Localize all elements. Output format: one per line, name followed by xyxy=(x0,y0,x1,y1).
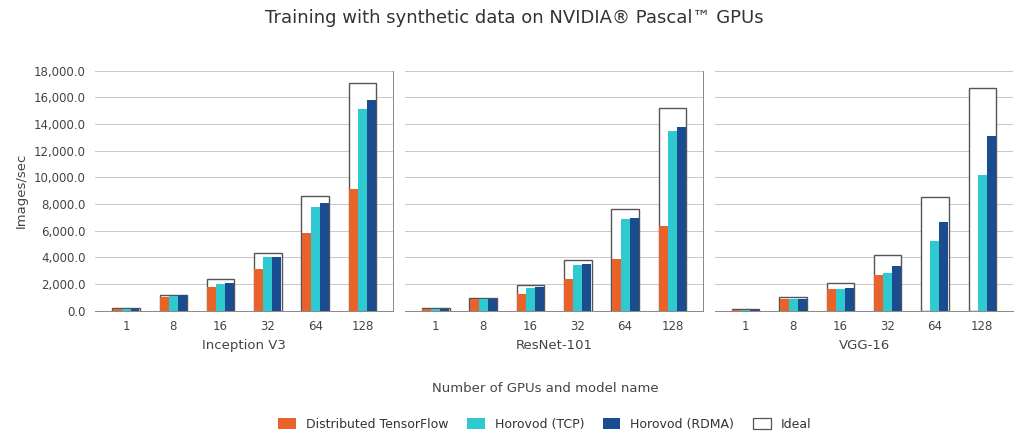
Bar xyxy=(517,285,544,311)
Bar xyxy=(178,295,187,311)
Bar xyxy=(676,127,686,311)
Bar xyxy=(207,278,234,311)
Bar xyxy=(779,297,807,311)
Bar xyxy=(845,288,854,311)
Bar xyxy=(874,274,883,311)
Bar xyxy=(574,265,582,311)
Bar xyxy=(470,298,497,311)
Bar xyxy=(659,108,686,311)
Bar xyxy=(968,88,996,311)
Bar xyxy=(423,308,449,311)
Bar xyxy=(741,310,750,311)
Bar xyxy=(320,203,329,311)
Bar xyxy=(310,206,320,311)
Bar xyxy=(131,309,140,311)
Bar xyxy=(432,309,440,311)
Bar xyxy=(526,288,535,311)
Bar xyxy=(612,210,638,311)
Legend: Distributed TensorFlow, Horovod (TCP), Horovod (RDMA), Ideal: Distributed TensorFlow, Horovod (TCP), H… xyxy=(273,413,816,436)
Bar xyxy=(883,273,892,311)
Bar xyxy=(263,257,272,311)
Bar xyxy=(921,197,949,311)
Bar xyxy=(121,309,131,311)
Bar xyxy=(779,299,788,311)
Y-axis label: Images/sec: Images/sec xyxy=(15,153,28,229)
Bar xyxy=(668,131,676,311)
Text: Number of GPUs and model name: Number of GPUs and model name xyxy=(432,382,658,396)
Bar xyxy=(254,269,263,311)
Text: Training with synthetic data on NVIDIA® Pascal™ GPUs: Training with synthetic data on NVIDIA® … xyxy=(264,9,764,27)
Bar xyxy=(535,287,544,311)
Bar xyxy=(892,266,902,311)
Bar xyxy=(940,222,949,311)
Bar xyxy=(564,278,574,311)
Bar xyxy=(216,284,225,311)
Bar xyxy=(470,299,479,311)
Bar xyxy=(487,299,497,311)
Bar xyxy=(750,310,760,311)
Bar xyxy=(112,308,140,311)
Bar xyxy=(629,218,638,311)
Bar xyxy=(358,109,367,311)
Bar xyxy=(112,309,121,311)
Bar xyxy=(207,287,216,311)
Bar xyxy=(659,226,668,311)
Bar xyxy=(517,294,526,311)
Bar xyxy=(827,289,836,311)
Bar xyxy=(582,264,591,311)
Bar xyxy=(367,100,376,311)
Bar xyxy=(836,289,845,311)
X-axis label: VGG-16: VGG-16 xyxy=(839,339,889,352)
Bar xyxy=(987,136,996,311)
Bar xyxy=(159,294,187,311)
Bar xyxy=(440,309,449,311)
Bar xyxy=(930,241,940,311)
Bar xyxy=(612,259,621,311)
Bar xyxy=(272,257,282,311)
Bar xyxy=(225,282,234,311)
Bar xyxy=(788,299,798,311)
Bar xyxy=(732,309,760,311)
Bar xyxy=(350,189,358,311)
Bar xyxy=(302,233,310,311)
Bar xyxy=(348,83,376,311)
Bar xyxy=(254,253,282,311)
Bar xyxy=(479,299,487,311)
Bar xyxy=(621,219,629,311)
Bar xyxy=(874,255,902,311)
X-axis label: ResNet-101: ResNet-101 xyxy=(516,339,592,352)
Bar xyxy=(732,310,741,311)
Bar xyxy=(423,309,432,311)
Bar xyxy=(301,196,329,311)
Bar xyxy=(564,260,591,311)
X-axis label: Inception V3: Inception V3 xyxy=(203,339,286,352)
Bar xyxy=(978,175,987,311)
Bar xyxy=(798,299,807,311)
Bar xyxy=(159,297,169,311)
Bar xyxy=(169,296,178,311)
Bar xyxy=(827,282,854,311)
